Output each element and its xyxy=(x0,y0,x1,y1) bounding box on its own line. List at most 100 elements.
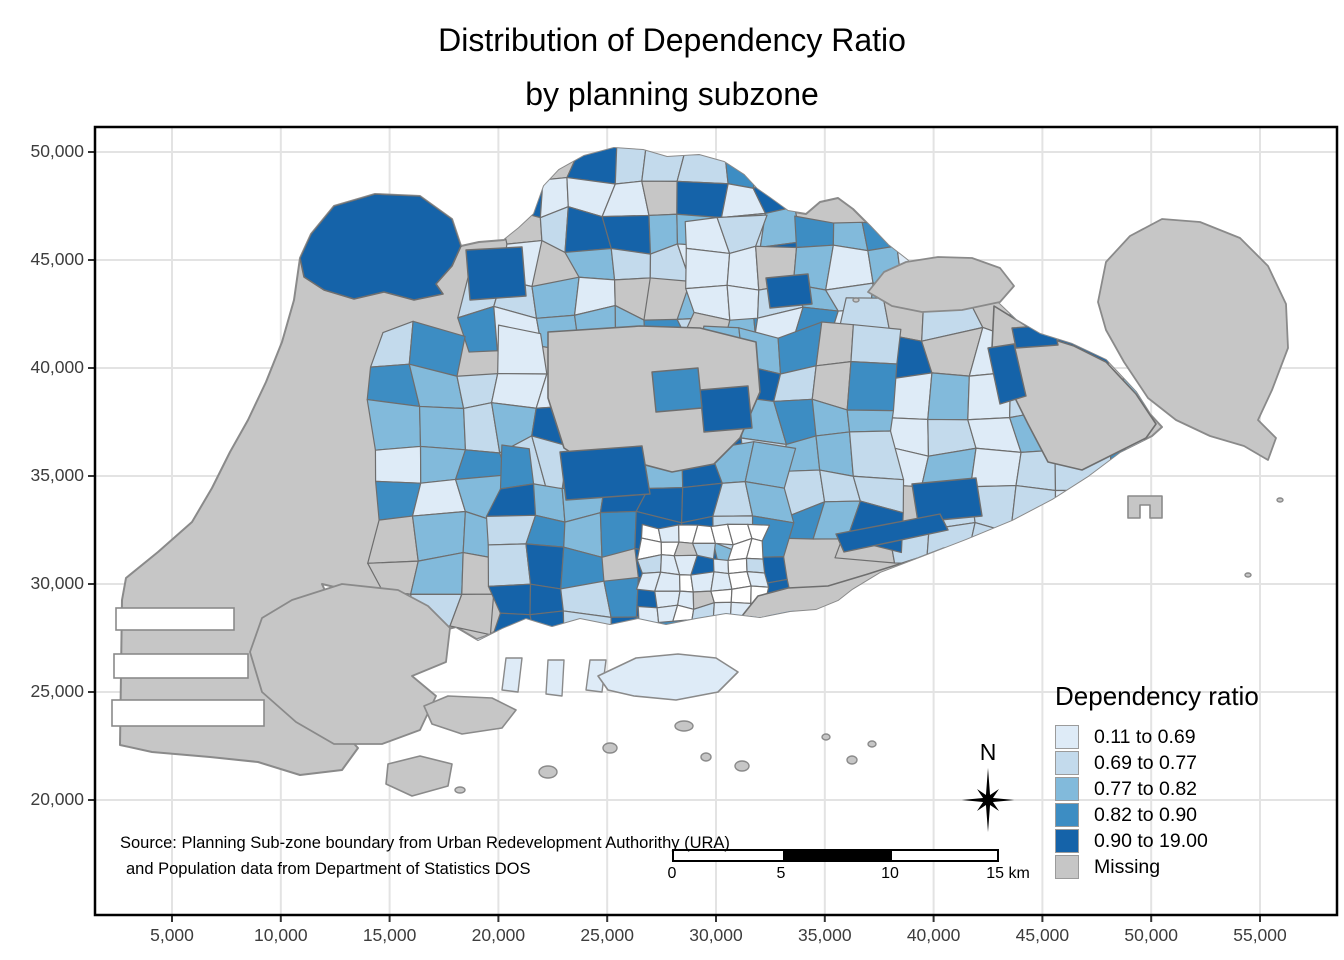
legend-item-label: 0.90 to 19.00 xyxy=(1094,829,1208,852)
subzone-cell xyxy=(927,372,970,421)
x-axis-tick-label: 45,000 xyxy=(1015,925,1070,945)
changi-pier xyxy=(1127,495,1163,519)
subzone-cell xyxy=(676,180,729,219)
pulau-semakau xyxy=(385,755,453,797)
legend-swatch xyxy=(1055,725,1079,749)
islet xyxy=(674,720,694,732)
legend-item-label: 0.69 to 0.77 xyxy=(1094,751,1198,774)
legend-swatch xyxy=(1055,777,1079,801)
subzone-cell xyxy=(850,324,902,365)
subzone-cell xyxy=(529,610,565,659)
subzone-cell xyxy=(562,610,613,659)
islet xyxy=(734,760,750,772)
subzone-cell xyxy=(724,149,763,189)
subzone-cell xyxy=(690,571,715,593)
legend-item: Missing xyxy=(1055,854,1259,880)
legend-item: 0.11 to 0.69 xyxy=(1055,724,1259,750)
tuas-water-channel xyxy=(115,607,235,631)
y-axis-tick-label: 30,000 xyxy=(30,573,84,593)
subzone-accent xyxy=(465,246,527,301)
pulau-bukom xyxy=(423,695,517,735)
islet xyxy=(1276,497,1284,503)
north-arrow: N xyxy=(953,740,1023,841)
tuas-water-channel xyxy=(113,653,249,679)
port-pier xyxy=(585,659,607,693)
subzone-cell xyxy=(366,398,422,451)
subzone-accent xyxy=(987,343,1027,405)
panel-border xyxy=(93,125,1339,917)
tuas-water-channel xyxy=(111,699,265,727)
scale-bar: 0 5 10 15 km xyxy=(668,849,1030,882)
islet xyxy=(846,755,858,765)
x-axis-tick-label: 40,000 xyxy=(906,925,961,945)
subzone-cell xyxy=(1054,489,1113,523)
legend-item: 0.90 to 19.00 xyxy=(1055,828,1259,854)
scale-label: 15 km xyxy=(986,865,1030,882)
subzone-cell xyxy=(493,179,544,219)
x-axis-tick-label: 35,000 xyxy=(798,925,852,945)
scale-segment xyxy=(783,851,892,860)
subzone-cell xyxy=(493,148,544,182)
subzone-cell xyxy=(730,585,752,605)
islands xyxy=(249,218,1289,797)
islet xyxy=(1244,572,1252,578)
y-axis-tick-label: 40,000 xyxy=(30,357,84,377)
subzone-cell xyxy=(861,221,904,252)
x-axis-tick-label: 55,000 xyxy=(1233,925,1287,945)
islet xyxy=(867,740,877,748)
islet xyxy=(852,297,860,303)
subzone-cell xyxy=(846,361,898,412)
subzone-cell xyxy=(712,558,730,575)
subzone-cell xyxy=(815,321,854,367)
islet xyxy=(538,765,558,779)
legend-swatch xyxy=(1055,751,1079,775)
subzone-cell xyxy=(1010,521,1066,562)
compass-rose-icon xyxy=(961,767,1015,833)
y-axis-tick-label: 20,000 xyxy=(30,789,84,809)
compass-star xyxy=(961,767,1015,833)
subzone-cell xyxy=(1054,517,1107,562)
subzone-cell xyxy=(752,149,800,189)
subzone-cell xyxy=(726,245,760,291)
subzone-cell xyxy=(610,247,652,281)
subzone-cell xyxy=(529,583,564,616)
scale-label: 0 xyxy=(667,865,677,882)
subzone-cell xyxy=(463,177,499,218)
subzone-cell xyxy=(825,244,874,291)
legend-item-label: Missing xyxy=(1094,855,1161,878)
subzone-cell xyxy=(525,543,565,590)
title-line-1: Distribution of Dependency Ratio xyxy=(438,22,906,58)
x-axis-tick-label: 25,000 xyxy=(580,925,634,945)
subzone-cell xyxy=(418,405,467,451)
legend-item: 0.82 to 0.90 xyxy=(1055,802,1259,828)
port-pier xyxy=(545,659,565,697)
subzone-cell xyxy=(676,153,729,185)
subzone-accent xyxy=(651,367,703,413)
legend-swatch xyxy=(1055,829,1079,853)
source-line-1: Source: Planning Sub-zone boundary from … xyxy=(120,834,730,852)
title-line-2: by planning subzone xyxy=(525,76,819,112)
legend-item-label: 0.82 to 0.90 xyxy=(1094,803,1198,826)
subzone-accent xyxy=(835,513,949,553)
islet xyxy=(700,752,712,762)
sentosa-island xyxy=(597,653,739,701)
scale-label: 10 xyxy=(881,865,899,882)
subzone-cell xyxy=(969,447,1022,488)
subzone-accent xyxy=(699,385,753,433)
scale-label: 5 xyxy=(776,865,786,882)
subzone-cell xyxy=(846,409,895,433)
port-pier xyxy=(501,657,523,693)
islet xyxy=(602,742,618,754)
legend-item: 0.69 to 0.77 xyxy=(1055,750,1259,776)
subzone-cell xyxy=(745,557,766,574)
x-axis-tick-label: 20,000 xyxy=(471,925,526,945)
subzone-cell xyxy=(747,614,797,654)
figure-title: Distribution of Dependency Ratio by plan… xyxy=(0,24,1344,110)
northwest-dark-subzone xyxy=(299,193,462,301)
subzones xyxy=(299,148,1159,667)
islet xyxy=(821,733,831,741)
x-axis-tick-label: 5,000 xyxy=(150,925,194,945)
y-axis-tick-label: 50,000 xyxy=(30,141,84,161)
x-axis-tick-label: 30,000 xyxy=(689,925,743,945)
